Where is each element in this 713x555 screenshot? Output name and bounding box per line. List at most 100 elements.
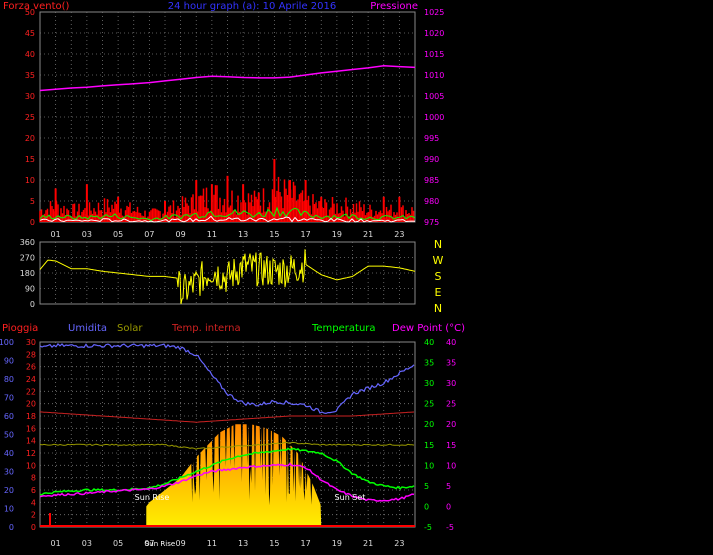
x-tick-label: 15 xyxy=(269,539,279,548)
temperature-axis-tick: 10 xyxy=(424,461,434,470)
direction-letter: N xyxy=(434,302,442,315)
rain-axis-tick: 18 xyxy=(26,412,36,421)
temperature-axis-tick: -5 xyxy=(424,523,432,532)
x-tick-label: 07 xyxy=(144,230,154,239)
humidity-axis-tick: 0 xyxy=(9,523,14,532)
rain-axis-tick: 26 xyxy=(26,363,36,372)
x-tick-label: 11 xyxy=(207,539,217,548)
pressure-axis-tick: 985 xyxy=(424,176,439,185)
wind-axis-tick: 40 xyxy=(25,50,35,59)
text-layer: Forza vento() 24 hour graph (a): 10 April… xyxy=(0,1,465,548)
temperature-axis-tick: 40 xyxy=(424,338,434,347)
solar-line xyxy=(39,441,415,450)
humidity-axis-tick: 50 xyxy=(4,431,14,440)
x-tick-label: 01 xyxy=(51,230,61,239)
rain-axis-tick: 16 xyxy=(26,424,36,433)
temperature-axis-tick: 20 xyxy=(424,420,434,429)
dew-point-label: Dew Point (°C) xyxy=(392,323,465,334)
wind-axis-tick: 30 xyxy=(25,92,35,101)
temperatura-label: Temperatura xyxy=(311,323,376,334)
direction-letter: W xyxy=(433,254,444,267)
pressure-axis-tick: 990 xyxy=(424,155,439,164)
rain-axis-tick: 12 xyxy=(26,449,36,458)
dewpoint-axis-tick: 10 xyxy=(446,461,456,470)
x-tick-label: 13 xyxy=(238,230,248,239)
x-tick-label: 23 xyxy=(394,539,404,548)
dewpoint-axis-tick: 25 xyxy=(446,400,456,409)
pressure-axis-tick: 1015 xyxy=(424,50,444,59)
header-right-label: Pressione xyxy=(370,1,418,12)
temperature-axis-tick: 0 xyxy=(424,502,429,511)
humidity-axis-tick: 80 xyxy=(4,375,14,384)
wind-average-line xyxy=(39,206,416,222)
dewpoint-axis-tick: 35 xyxy=(446,359,456,368)
sun-rise-label: Sun Rise xyxy=(135,493,170,502)
rain-axis-tick: 10 xyxy=(26,461,36,470)
x-tick-label: 09 xyxy=(176,230,186,239)
x-tick-label: 21 xyxy=(363,539,373,548)
x-tick-label: 19 xyxy=(332,539,342,548)
temperature-axis-tick: 25 xyxy=(424,400,434,409)
rain-axis-tick: 14 xyxy=(26,437,36,446)
dewpoint-axis-tick: 0 xyxy=(446,502,451,511)
dewpoint-axis-tick: 40 xyxy=(446,338,456,347)
wind-axis-tick: 50 xyxy=(25,8,35,17)
x-tick-label: 17 xyxy=(301,539,311,548)
humidity-axis-tick: 10 xyxy=(4,505,14,514)
x-tick-label: 13 xyxy=(238,539,248,548)
direction-axis-tick: 180 xyxy=(20,269,35,278)
dewpoint-axis-tick: 20 xyxy=(446,420,456,429)
pressure-axis-tick: 1020 xyxy=(424,29,444,38)
series-layer xyxy=(39,65,416,527)
temp-interna-line xyxy=(39,411,415,423)
dewpoint-axis-tick: 15 xyxy=(446,441,456,450)
temperature-line xyxy=(39,447,415,496)
x-tick-label: 19 xyxy=(332,230,342,239)
x-tick-label: 15 xyxy=(269,230,279,239)
wind-axis-tick: 35 xyxy=(25,71,35,80)
wind-axis-tick: 5 xyxy=(30,197,35,206)
dewpoint-axis-tick: 30 xyxy=(446,379,456,388)
dewpoint-axis-tick: -5 xyxy=(446,523,454,532)
pressure-axis-tick: 1025 xyxy=(424,8,444,17)
pressure-axis-tick: 1010 xyxy=(424,71,444,80)
x-tick-label: 23 xyxy=(394,230,404,239)
solar-label: Solar xyxy=(117,323,143,334)
temperature-axis-tick: 5 xyxy=(424,482,429,491)
direction-letter: E xyxy=(435,286,442,299)
x-tick-label: 21 xyxy=(363,230,373,239)
x-tick-label: 05 xyxy=(113,539,123,548)
x-tick-label: 05 xyxy=(113,230,123,239)
umidita-label: Umidita xyxy=(68,323,107,334)
sun-rise-time-label: Sun Rise xyxy=(145,540,175,548)
pressure-axis-tick: 980 xyxy=(424,197,439,206)
pressure-axis-tick: 995 xyxy=(424,134,439,143)
rain-axis-tick: 4 xyxy=(31,498,36,507)
humidity-axis-tick: 60 xyxy=(4,412,14,421)
sun-set-label: Sun Set xyxy=(335,493,366,502)
x-tick-label: 03 xyxy=(82,230,92,239)
temperature-axis-tick: 15 xyxy=(424,441,434,450)
rain-axis-tick: 22 xyxy=(26,387,36,396)
rain-axis-tick: 2 xyxy=(31,511,36,520)
dewpoint-axis-tick: 5 xyxy=(446,482,451,491)
x-tick-label: 01 xyxy=(51,539,61,548)
wind-axis-tick: 10 xyxy=(25,176,35,185)
pressure-axis-tick: 1005 xyxy=(424,92,444,101)
direction-letter: S xyxy=(435,270,442,283)
rain-axis-tick: 30 xyxy=(26,338,36,347)
humidity-axis-tick: 20 xyxy=(4,486,14,495)
header-left-label: Forza vento() xyxy=(3,1,70,12)
rain-axis-tick: 8 xyxy=(31,474,36,483)
direction-letter: N xyxy=(434,238,442,251)
dewpoint-line xyxy=(39,462,415,502)
pressure-line xyxy=(39,65,416,92)
rain-axis-tick: 28 xyxy=(26,350,36,359)
wind-axis-tick: 25 xyxy=(25,113,35,122)
pressure-axis-tick: 975 xyxy=(424,218,439,227)
rain-axis-tick: 6 xyxy=(31,486,36,495)
direction-axis-tick: 360 xyxy=(20,238,35,247)
wind-axis-tick: 45 xyxy=(25,29,35,38)
direction-axis-tick: 270 xyxy=(20,254,35,263)
rain-axis-tick: 20 xyxy=(26,400,36,409)
